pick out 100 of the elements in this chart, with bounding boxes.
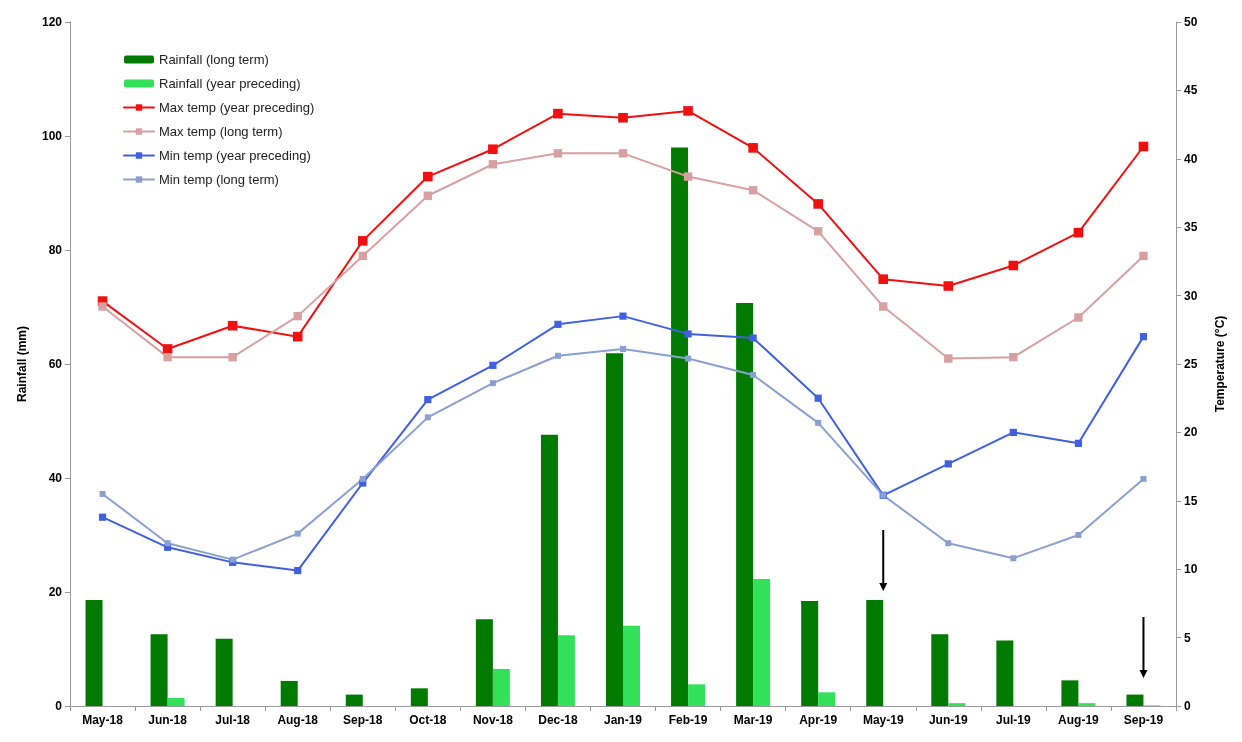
legend-label: Rainfall (year preceding) xyxy=(159,76,301,91)
bar xyxy=(150,634,168,706)
point xyxy=(292,331,303,342)
point xyxy=(357,236,368,246)
point xyxy=(424,395,432,404)
bar xyxy=(1126,694,1144,706)
point xyxy=(1010,555,1017,562)
point xyxy=(814,394,822,402)
point xyxy=(619,312,627,320)
y2-tick-label: 45 xyxy=(1184,83,1198,98)
point xyxy=(228,352,237,362)
legend-label: Min temp (year preceding) xyxy=(159,148,311,163)
y2-tick-label: 5 xyxy=(1184,630,1191,645)
point xyxy=(554,352,561,359)
point xyxy=(553,108,563,119)
point xyxy=(1139,333,1148,341)
bar xyxy=(606,353,623,706)
point xyxy=(878,274,889,284)
point xyxy=(1140,475,1147,482)
x-tick-label: Jan-19 xyxy=(603,713,643,727)
point xyxy=(1074,439,1083,447)
point xyxy=(813,227,823,236)
bar xyxy=(345,694,363,706)
point xyxy=(1009,428,1017,436)
point xyxy=(944,460,952,468)
legend-label: Rainfall (long term) xyxy=(159,52,269,67)
x-tick-label: Oct-18 xyxy=(409,713,447,727)
y-tick-label: 40 xyxy=(48,471,63,485)
point xyxy=(98,513,107,521)
bar xyxy=(215,638,233,706)
y2-tick-label: 50 xyxy=(1184,15,1198,29)
point xyxy=(423,191,433,200)
legend-label: Min temp (long term) xyxy=(159,172,279,187)
point xyxy=(943,281,954,291)
point xyxy=(423,171,433,182)
point xyxy=(683,106,693,116)
point xyxy=(164,540,171,547)
bar xyxy=(671,147,689,706)
bar xyxy=(818,692,836,706)
bar xyxy=(1078,703,1096,706)
x-tick-label: Dec-18 xyxy=(538,713,578,727)
y2-tick-label: 10 xyxy=(1184,562,1198,577)
point xyxy=(424,414,431,421)
point xyxy=(359,475,366,482)
point xyxy=(488,144,498,155)
y-tick-label: 0 xyxy=(55,699,63,713)
point xyxy=(358,251,367,261)
point xyxy=(293,311,302,321)
y-tick-label: 80 xyxy=(48,243,63,257)
x-tick-label: Aug-18 xyxy=(277,713,319,727)
point xyxy=(1075,532,1082,538)
point xyxy=(1009,352,1018,362)
bar xyxy=(948,703,966,706)
y2-tick-label: 25 xyxy=(1184,357,1198,371)
y2-tick-label: 30 xyxy=(1184,288,1198,303)
bar xyxy=(85,599,103,706)
point xyxy=(944,354,953,363)
y2-tick-label: 20 xyxy=(1184,425,1198,440)
bar xyxy=(280,680,298,706)
bar xyxy=(623,625,640,706)
x-tick-label: Mar-19 xyxy=(733,713,773,727)
point xyxy=(294,566,302,575)
bar xyxy=(688,684,706,706)
y2-tick-label: 15 xyxy=(1184,493,1198,508)
point xyxy=(553,149,563,158)
point xyxy=(489,361,497,369)
bar xyxy=(1061,680,1079,706)
point xyxy=(750,371,757,378)
legend-label: Max temp (year preceding) xyxy=(159,100,315,115)
point xyxy=(748,143,758,153)
point xyxy=(294,530,301,537)
point xyxy=(1139,251,1148,261)
point xyxy=(749,334,757,342)
x-tick-label: Jul-18 xyxy=(215,713,251,727)
point xyxy=(489,380,496,387)
x-tick-label: Aug-19 xyxy=(1058,713,1100,727)
x-tick-label: Sep-18 xyxy=(343,713,383,727)
x-tick-label: Jul-19 xyxy=(996,713,1032,727)
x-tick-label: Sep-19 xyxy=(1123,713,1164,727)
bar xyxy=(557,635,575,706)
point xyxy=(815,419,822,426)
y-tick-label: 100 xyxy=(41,129,63,143)
point xyxy=(945,540,952,547)
point xyxy=(620,345,626,352)
point xyxy=(98,302,107,311)
x-tick-label: Jun-18 xyxy=(148,713,188,727)
bar xyxy=(931,634,949,706)
point xyxy=(1074,313,1083,322)
y2-tick-label: 35 xyxy=(1184,220,1198,235)
bar xyxy=(996,640,1014,706)
x-tick-label: Nov-18 xyxy=(472,713,514,727)
y2-tick-label: 0 xyxy=(1184,699,1191,713)
bar xyxy=(475,619,493,706)
x-tick-label: Apr-19 xyxy=(799,713,838,727)
point xyxy=(488,160,498,169)
point xyxy=(618,149,628,158)
point xyxy=(813,199,823,209)
point xyxy=(554,320,562,328)
bar xyxy=(540,434,558,706)
point xyxy=(618,112,628,123)
